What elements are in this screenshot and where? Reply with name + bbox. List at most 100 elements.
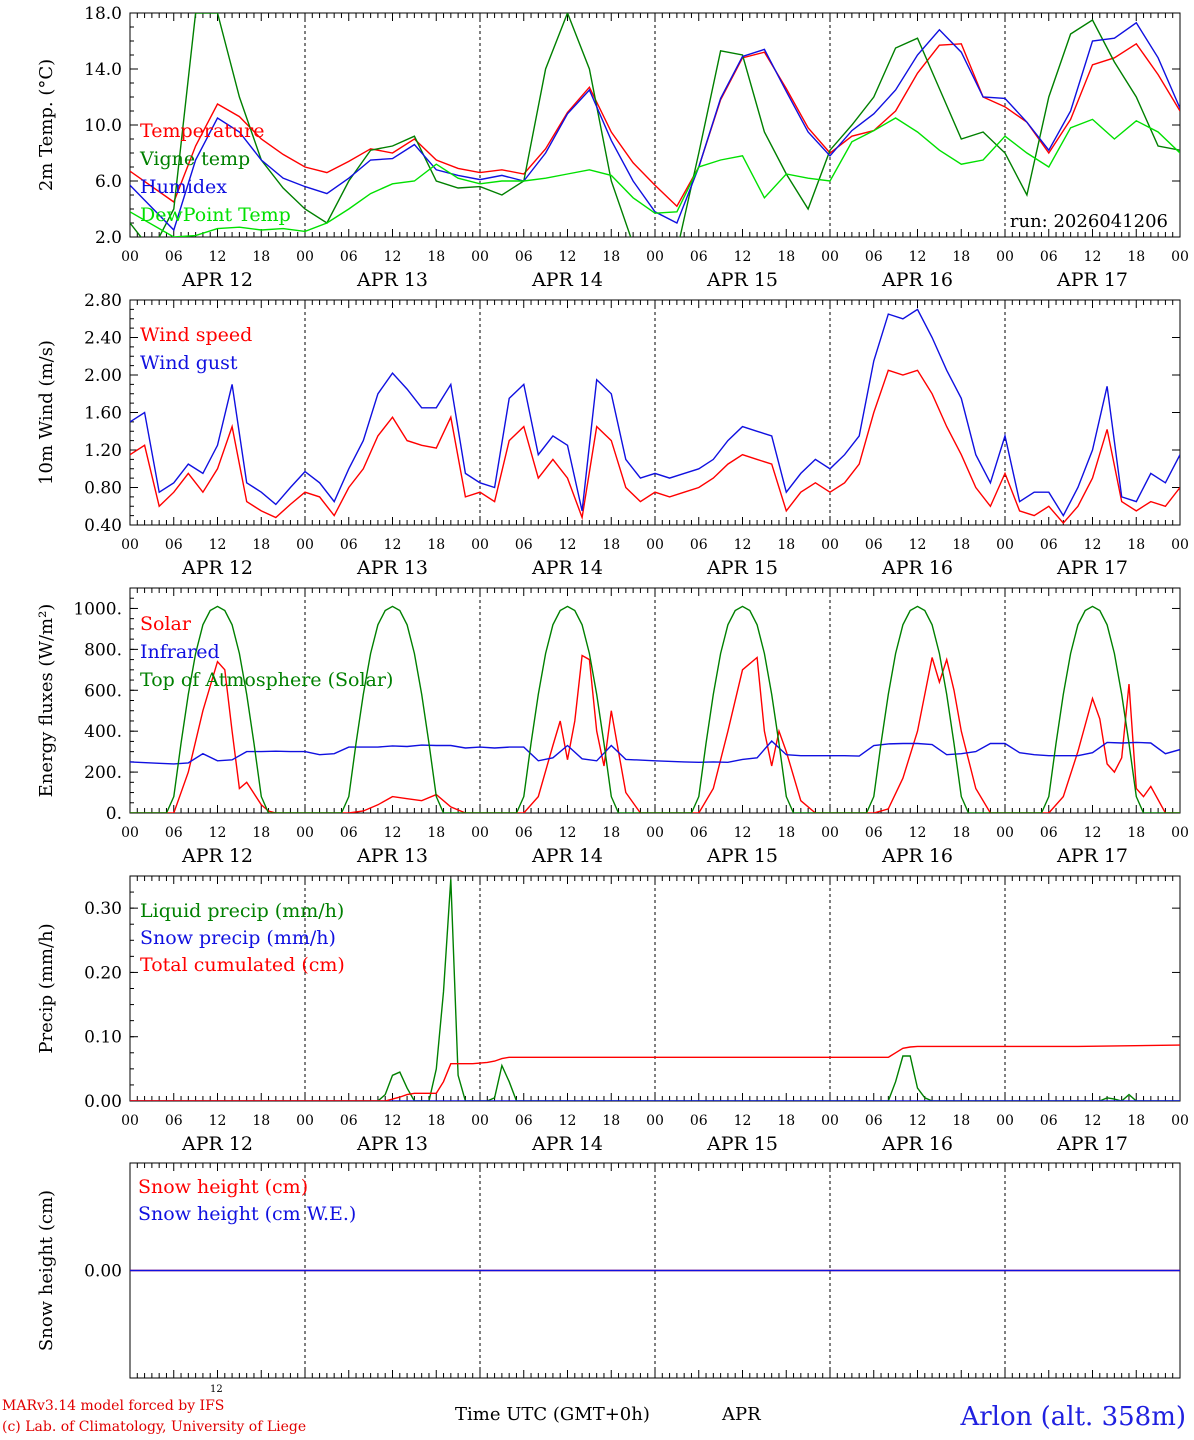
day-label: APR 12 (181, 1133, 253, 1155)
x-tick-label: 18 (952, 537, 970, 553)
y-axis-label: Snow height (cm) (36, 1190, 57, 1351)
x-tick-label: 12 (384, 249, 402, 265)
x-tick-label: 12 (734, 249, 752, 265)
series-humidex (130, 21, 1180, 232)
x-tick-label: 12 (559, 825, 577, 841)
x-tick-label: 06 (865, 825, 883, 841)
x-tick-label: 06 (340, 825, 358, 841)
x-tick-label: 12 (384, 825, 402, 841)
y-tick-label: 2.80 (84, 291, 122, 311)
copyright-credit: (c) Lab. of Climatology, University of L… (2, 1419, 307, 1435)
y-tick-label: 1.60 (84, 404, 122, 424)
x-tick-label: 18 (427, 825, 445, 841)
y-tick-label: 10.0 (84, 116, 122, 136)
y-tick-label: 6.0 (95, 172, 122, 192)
x-tick-label: 06 (340, 1113, 358, 1129)
x-tick-label: 12 (209, 825, 227, 841)
y-tick-label: 0.40 (84, 516, 122, 536)
panel-4: 0.00 0.10 0.20 0.30 Precip (mm/h) 00 06 12 18 00 0… (36, 875, 1189, 1155)
series-wind-speed (130, 369, 1180, 525)
y-tick-label: 0.80 (84, 479, 122, 499)
legend-entry: Wind gust (140, 352, 238, 374)
y-axis-label: 10m Wind (m/s) (36, 340, 57, 485)
x-tick-label: 18 (1127, 1113, 1145, 1129)
day-label: APR 15 (706, 845, 778, 867)
x-tick-label: 00 (646, 249, 664, 265)
panel-3: 0. 200. 400. 600. 800. 1000. Energy fluxes (W/… (36, 587, 1189, 867)
day-label: APR 17 (1056, 557, 1128, 579)
x-tick-label: 00 (646, 1113, 664, 1129)
x-tick-label: 12 (1084, 537, 1102, 553)
x-tick-label: 06 (690, 249, 708, 265)
x-tick-label: 00 (471, 249, 489, 265)
x-tick-label: 00 (121, 249, 139, 265)
y-tick-label: 2.0 (95, 228, 122, 248)
x-tick-label: 06 (165, 1113, 183, 1129)
x-tick-label: 12 (209, 1113, 227, 1129)
day-label: APR 13 (356, 269, 428, 291)
x-tick-label: 00 (996, 537, 1014, 553)
x-tick-label: 12 (209, 249, 227, 265)
x-tick-label: 18 (252, 537, 270, 553)
x-tick-label: 00 (296, 537, 314, 553)
y-tick-label: 600. (84, 681, 122, 701)
x-tick-label: 00 (821, 1113, 839, 1129)
x-tick-label: 18 (952, 249, 970, 265)
y-tick-label: 2.40 (84, 329, 122, 349)
x-tick-label: 00 (121, 537, 139, 553)
series-dewpoint-temp (130, 117, 1180, 237)
x-tick-label: 06 (515, 249, 533, 265)
x-tick-label: 18 (777, 249, 795, 265)
x-tick-label: 00 (821, 249, 839, 265)
legend-entry: Temperature (140, 120, 264, 142)
x-tick-label: 12 (559, 537, 577, 553)
x-tick-label: 12 (384, 537, 402, 553)
day-label: APR 17 (1056, 845, 1128, 867)
x-tick-label: 12 (1084, 825, 1102, 841)
day-label: APR 16 (881, 269, 953, 291)
x-tick-label: 00 (996, 249, 1014, 265)
day-label: APR 16 (881, 845, 953, 867)
day-label: APR 17 (1056, 1133, 1128, 1155)
x-tick-label: 00 (1171, 1113, 1189, 1129)
x-tick-label: 06 (165, 537, 183, 553)
x-tick-label: 18 (777, 1113, 795, 1129)
series-group (130, 879, 1180, 1101)
x-tick-label: 12 (734, 1113, 752, 1129)
legend-entry: Infrared (140, 641, 220, 663)
x-tick-label: 00 (296, 249, 314, 265)
x-tick-label: 18 (777, 825, 795, 841)
day-label: APR 16 (881, 1133, 953, 1155)
day-label: APR 13 (356, 1133, 428, 1155)
x-tick-label: 00 (296, 825, 314, 841)
x-tick-label: 12 (909, 249, 927, 265)
legend-entry: Snow height (cm) (138, 1176, 308, 1198)
legend-entry: Liquid precip (mm/h) (140, 900, 344, 922)
x-tick-label: 06 (1040, 825, 1058, 841)
x-tick-label: 12 (734, 825, 752, 841)
day-label: APR 12 (181, 269, 253, 291)
x-tick-label: 12 (734, 537, 752, 553)
series-solar (130, 654, 1180, 813)
y-tick-label: 0.20 (84, 963, 122, 983)
day-label: APR 12 (181, 557, 253, 579)
y-axis-label: Energy fluxes (W/m²) (36, 604, 57, 798)
series-group (130, 308, 1180, 525)
series-total-cumulated-cm- (130, 1044, 1180, 1101)
y-tick-label: 1.20 (84, 441, 122, 461)
x-tick-label: 18 (252, 825, 270, 841)
day-label: APR 12 (181, 845, 253, 867)
y-tick-label: 400. (84, 722, 122, 742)
x-tick-label: 06 (1040, 1113, 1058, 1129)
y-tick-label: 1000. (73, 599, 122, 619)
x-tick-label: 12 (909, 537, 927, 553)
series-wind-gust (130, 308, 1180, 518)
x-tick-label: 06 (865, 537, 883, 553)
plot-frame (129, 587, 1181, 814)
x-tick-label: 06 (340, 537, 358, 553)
day-label: APR 15 (706, 269, 778, 291)
day-label: APR 14 (531, 269, 603, 291)
day-label: APR 14 (531, 557, 603, 579)
x-tick-label: 06 (690, 537, 708, 553)
x-tick-label: 18 (952, 825, 970, 841)
